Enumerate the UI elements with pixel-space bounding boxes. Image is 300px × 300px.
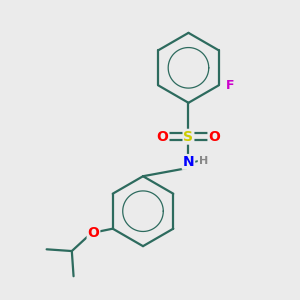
Text: H: H: [199, 156, 208, 166]
Text: F: F: [226, 79, 234, 92]
Text: O: O: [157, 130, 169, 144]
Text: S: S: [184, 130, 194, 144]
Text: O: O: [88, 226, 99, 240]
Text: O: O: [208, 130, 220, 144]
Text: N: N: [183, 155, 194, 169]
